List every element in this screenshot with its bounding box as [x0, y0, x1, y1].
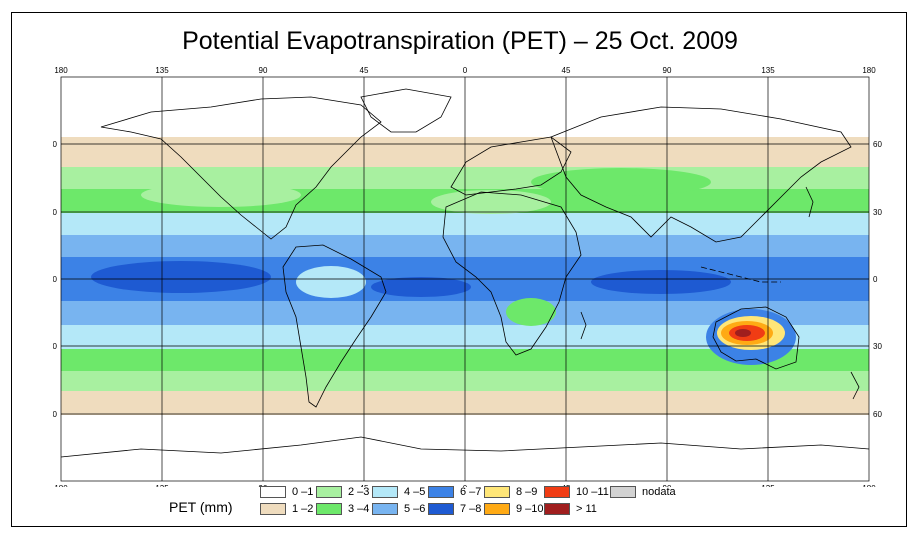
patch-na-green	[141, 183, 301, 207]
legend-label-11: > 11	[576, 503, 597, 515]
legend-item-11: > 11	[544, 503, 597, 515]
legend-item-1: 1 –2	[260, 503, 313, 515]
legend-item-10: 10 –11	[544, 486, 609, 498]
australia-outline	[712, 306, 800, 370]
legend-label-1: 1 –2	[292, 503, 314, 515]
left-lat-1: 30	[53, 208, 58, 217]
legend-item-9: 9 –10	[484, 503, 544, 515]
right-lat-4: 60	[873, 410, 882, 419]
legend-swatch-3	[316, 503, 342, 515]
left-lat-2: 0	[53, 275, 58, 284]
africa-outline	[442, 191, 582, 356]
legend-swatch-9	[484, 503, 510, 515]
legend-item-12: nodata	[610, 486, 676, 498]
antarctica-outline	[60, 436, 870, 458]
legend-swatch-6	[428, 486, 454, 498]
patch-asia-green	[531, 168, 711, 196]
figure-frame: Potential Evapotranspiration (PET) – 25 …	[11, 12, 907, 527]
top-tick-6: 90	[663, 67, 672, 75]
legend-swatch-0	[260, 486, 286, 498]
top-tick-2: 90	[259, 67, 268, 75]
legend-item-3: 3 –4	[316, 503, 369, 515]
legend-label-9: 9 –10	[516, 503, 544, 515]
legend-swatch-11	[544, 503, 570, 515]
right-lat-2: 0	[873, 275, 878, 284]
asia-outline	[550, 106, 852, 243]
legend-item-4: 4 –5	[372, 486, 425, 498]
coastlines	[60, 88, 870, 458]
south-america-outline	[282, 244, 387, 408]
bottom-tick-3: 45	[360, 484, 369, 487]
legend-swatch-1	[260, 503, 286, 515]
legend-label-4: 4 –5	[404, 486, 426, 498]
legend-swatch-5	[372, 503, 398, 515]
legend-item-5: 5 –6	[372, 503, 425, 515]
legend-swatch-7	[428, 503, 454, 515]
legend-item-0: 0 –1	[260, 486, 313, 498]
legend-swatch-10	[544, 486, 570, 498]
left-lat-labels: 60 30 0 30 60	[53, 140, 58, 419]
graticule	[60, 76, 870, 482]
bottom-tick-1: 135	[155, 484, 169, 487]
patch-indian-deep	[591, 270, 731, 294]
madagascar-outline	[580, 311, 587, 340]
new-zealand-outline	[850, 371, 860, 400]
legend-item-7: 7 –8	[428, 503, 481, 515]
top-tick-0: 180	[54, 67, 68, 75]
legend-label-10: 10 –11	[576, 486, 609, 498]
top-tick-5: 45	[562, 67, 571, 75]
bottom-tick-2: 90	[259, 484, 268, 487]
patch-atlantic-deep	[371, 277, 471, 297]
bottom-tick-6: 90	[663, 484, 672, 487]
top-tick-1: 135	[155, 67, 169, 75]
patch-s-pacific-light	[201, 325, 361, 349]
top-tick-labels: 180 135 90 45 0 45 90 135 180	[54, 67, 876, 75]
right-lat-3: 30	[873, 342, 882, 351]
legend-swatch-8	[484, 486, 510, 498]
legend-swatch-12	[610, 486, 636, 498]
bottom-tick-7: 135	[761, 484, 775, 487]
top-tick-7: 135	[761, 67, 775, 75]
legend-label-5: 5 –6	[404, 503, 426, 515]
top-tick-3: 45	[360, 67, 369, 75]
bottom-tick-0: 180	[54, 484, 68, 487]
legend-label-3: 3 –4	[348, 503, 370, 515]
legend-swatch-2	[316, 486, 342, 498]
right-lat-0: 60	[873, 140, 882, 149]
right-lat-labels: 60 30 0 30 60	[873, 140, 882, 419]
legend-label-6: 6 –7	[460, 486, 482, 498]
patch-sahara-green	[431, 190, 551, 214]
greenland-outline	[360, 88, 452, 133]
legend-item-2: 2 –3	[316, 486, 369, 498]
legend-item-8: 8 –9	[484, 486, 537, 498]
legend-label-8: 8 –9	[516, 486, 538, 498]
legend-label-7: 7 –8	[460, 503, 482, 515]
legend-swatch-4	[372, 486, 398, 498]
patch-africa-green	[506, 298, 556, 326]
bottom-tick-4: 0	[463, 484, 468, 487]
world-map: 180 135 90 45 0 45 90 135 180 180 135 90…	[53, 67, 882, 487]
bottom-tick-labels: 180 135 90 45 0 45 90 135 180	[54, 484, 876, 487]
patch-amazon-light	[296, 266, 366, 298]
right-lat-1: 30	[873, 208, 882, 217]
legend-title: PET (mm)	[169, 499, 233, 515]
bottom-tick-8: 180	[862, 484, 876, 487]
aus-gt-11	[735, 329, 751, 337]
top-tick-8: 180	[862, 67, 876, 75]
north-america-outline	[100, 96, 382, 240]
left-lat-0: 60	[53, 140, 58, 149]
top-tick-4: 0	[463, 67, 468, 75]
legend-label-12: nodata	[642, 486, 676, 498]
legend-label-2: 2 –3	[348, 486, 370, 498]
left-lat-4: 60	[53, 410, 58, 419]
bottom-tick-5: 45	[562, 484, 571, 487]
map-title: Potential Evapotranspiration (PET) – 25 …	[182, 27, 738, 55]
australia-hotspot	[706, 309, 796, 365]
legend-label-0: 0 –1	[292, 486, 314, 498]
left-lat-3: 30	[53, 342, 58, 351]
legend-item-6: 6 –7	[428, 486, 481, 498]
patch-pacific-deep	[91, 261, 271, 293]
